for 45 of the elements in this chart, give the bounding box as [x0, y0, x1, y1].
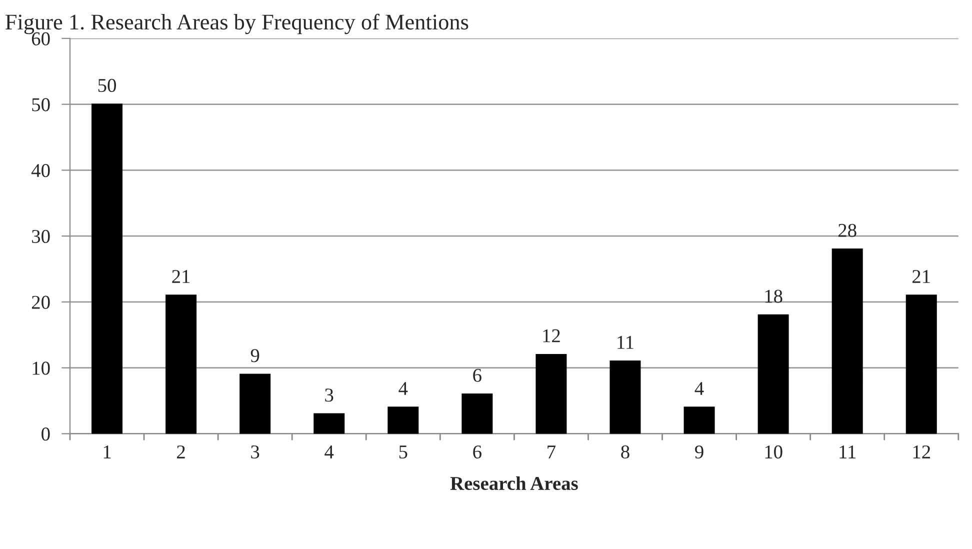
chart-title: Figure 1. Research Areas by Frequency of Mentions [6, 14, 468, 34]
bar [906, 294, 937, 434]
x-tick-label: 8 [621, 445, 630, 459]
data-label: 21 [912, 270, 930, 283]
bar [166, 294, 197, 434]
data-label: 18 [765, 290, 782, 303]
x-tick-label: 1 [104, 445, 111, 458]
x-tick-label: 3 [251, 445, 260, 459]
x-tick-label: 7 [548, 446, 556, 458]
bar [610, 360, 641, 434]
bar [758, 314, 789, 434]
data-label: 6 [473, 368, 482, 382]
y-tick-label: 40 [31, 164, 50, 178]
data-label: 21 [172, 270, 190, 283]
data-label: 12 [543, 329, 560, 342]
x-axis-title: Research Areas [450, 476, 578, 490]
bar [536, 354, 567, 434]
data-label: 11 [618, 336, 634, 349]
y-tick-label: 50 [32, 98, 50, 112]
x-tick-label: 5 [399, 446, 408, 459]
y-tick-label: 20 [32, 296, 50, 309]
y-tick-label: 30 [32, 230, 50, 244]
bar [388, 406, 419, 434]
bar [240, 374, 271, 434]
data-label: 28 [838, 224, 856, 237]
data-label: 50 [98, 78, 116, 92]
x-tick-label: 11 [840, 445, 856, 458]
y-tick-label: 60 [32, 32, 50, 46]
bar [832, 248, 863, 434]
data-label: 4 [398, 382, 408, 395]
x-tick-label: 4 [324, 446, 334, 458]
bar [92, 104, 123, 434]
data-label: 4 [694, 382, 704, 395]
data-label: 9 [250, 349, 260, 362]
bar [314, 413, 345, 434]
x-tick-label: 2 [177, 445, 185, 458]
bar [684, 406, 715, 434]
y-tick-label: 0 [42, 428, 50, 441]
y-tick-label: 10 [32, 362, 50, 375]
x-tick-label: 9 [695, 445, 704, 459]
data-label: 3 [325, 388, 334, 402]
x-tick-label: 12 [913, 445, 930, 458]
x-tick-label: 6 [473, 445, 482, 459]
x-tick-label: 10 [765, 445, 782, 459]
bar [462, 393, 493, 434]
